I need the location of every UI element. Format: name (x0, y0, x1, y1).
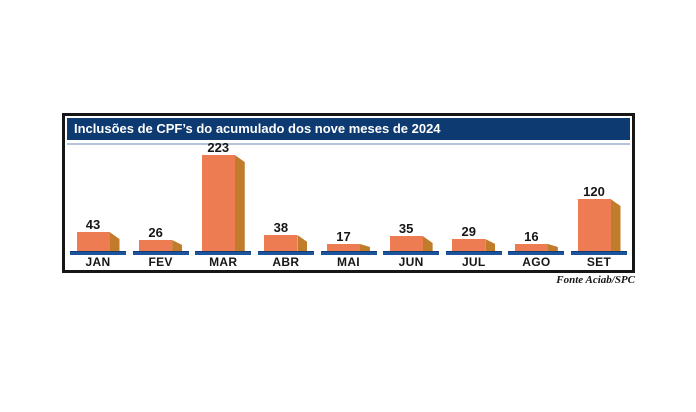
bar (201, 155, 245, 251)
bar-pedestal (445, 251, 502, 255)
month-label: AGO (522, 255, 551, 269)
bar-side-face (297, 235, 308, 251)
bar-value-label: 43 (85, 217, 101, 232)
bar-front-face (514, 244, 548, 251)
bar-value-label: 26 (148, 225, 163, 240)
bar (514, 244, 558, 251)
month-label: SET (586, 255, 612, 269)
chart-column: 26 FEV (132, 225, 190, 269)
chart-column: 16 AGO (507, 229, 565, 269)
bar-value-label: 223 (207, 140, 230, 155)
bar-side-face (547, 244, 558, 251)
bar-value-label: 16 (524, 229, 539, 244)
bar (139, 240, 183, 251)
chart-area: 43 JAN 26 FEV 223 MAR 38 ABR 17 MAI 35 JUN 29 JUL 16 AG… (69, 141, 628, 269)
bar-pedestal (508, 251, 565, 255)
bar-front-face (76, 232, 110, 251)
bar-value-label: 17 (336, 229, 351, 244)
bar-pedestal (383, 251, 440, 255)
bar (264, 235, 308, 251)
month-label: ABR (272, 255, 300, 269)
bar-side-face (234, 155, 245, 251)
chart-title: Inclusões de CPF’s do acumulado dos nove… (74, 121, 441, 136)
bar-pedestal (70, 251, 126, 255)
bar (389, 236, 433, 251)
bar (452, 239, 496, 251)
bar-pedestal (320, 251, 377, 255)
bar (577, 199, 621, 251)
bar-pedestal (257, 251, 314, 255)
bar-side-face (172, 240, 183, 251)
bar-value-label: 120 (583, 184, 605, 199)
bar-value-label: 35 (398, 221, 414, 236)
chart-column: 120 SET (570, 184, 628, 269)
chart-title-bar: Inclusões de CPF’s do acumulado dos nove… (67, 118, 630, 140)
bar-side-face (109, 232, 120, 251)
month-label: MAI (337, 255, 360, 269)
bar-pedestal (571, 251, 627, 255)
bar-value-label: 38 (273, 220, 289, 235)
month-label: JUN (398, 255, 424, 269)
chart-column: 43 JAN (69, 217, 127, 269)
bar-pedestal (195, 251, 252, 255)
bar-front-face (264, 235, 298, 251)
chart-column: 29 JUL (445, 224, 503, 269)
chart-column: 38 ABR (257, 220, 315, 269)
chart-column: 223 MAR (194, 140, 252, 269)
month-label: FEV (148, 255, 173, 269)
bar-front-face (389, 236, 423, 251)
bar (76, 232, 120, 251)
bar (327, 244, 370, 251)
bar-side-face (422, 236, 433, 251)
bar-value-label: 29 (461, 224, 476, 239)
bar-side-face (360, 244, 370, 251)
month-label: JUL (461, 255, 486, 269)
bar-pedestal (132, 251, 189, 255)
bar-side-face (485, 239, 496, 251)
month-label: JAN (85, 255, 111, 269)
source-credit: Fonte Aciab/SPC (556, 274, 635, 286)
bar-front-face (201, 155, 235, 251)
bar-front-face (452, 239, 486, 251)
month-label: MAR (209, 255, 238, 269)
bar-front-face (139, 240, 173, 251)
chart-panel: Inclusões de CPF’s do acumulado dos nove… (62, 113, 635, 273)
chart-column: 35 JUN (382, 221, 440, 269)
bar-side-face (610, 199, 621, 251)
title-underline (67, 143, 630, 145)
bar-front-face (327, 244, 360, 251)
bar-front-face (577, 199, 611, 251)
chart-column: 17 MAI (320, 229, 378, 269)
